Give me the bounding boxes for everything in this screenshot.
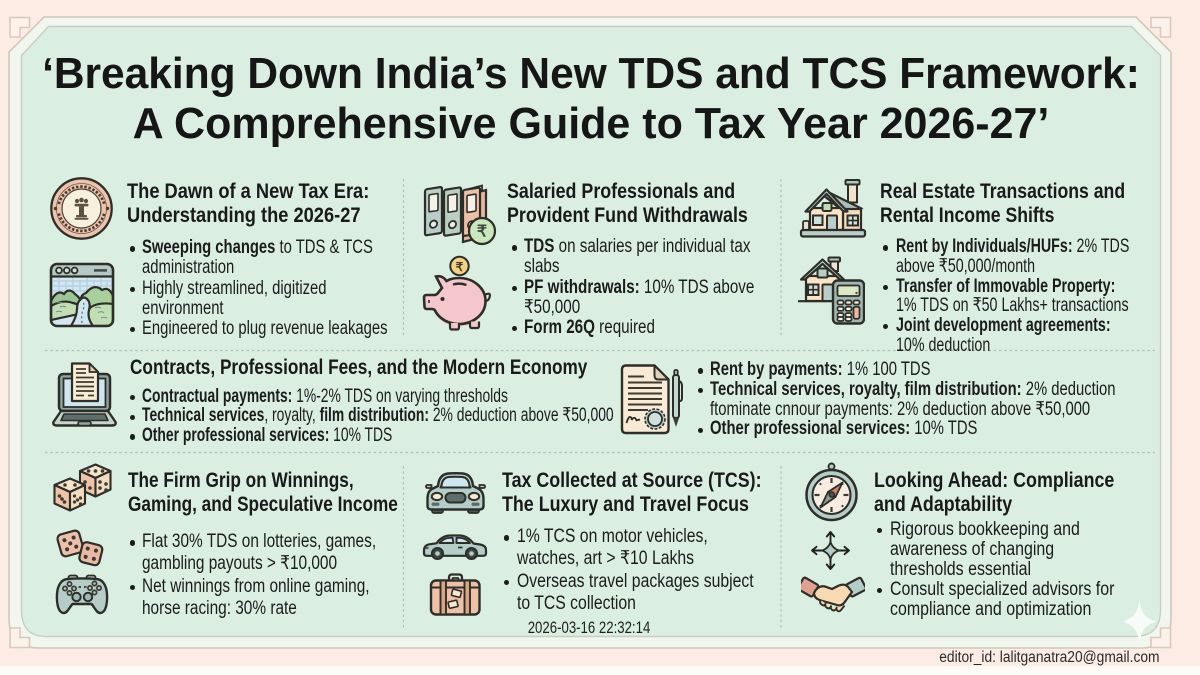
svg-text:₹: ₹ xyxy=(477,224,487,241)
svg-text:₹: ₹ xyxy=(456,260,464,274)
